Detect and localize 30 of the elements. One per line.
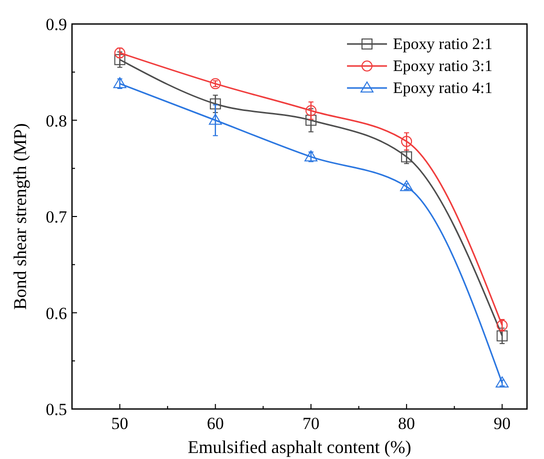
x-tick-label: 50 [111, 414, 128, 433]
point [496, 330, 508, 342]
legend-label: Epoxy ratio 2:1 [393, 36, 493, 53]
y-axis-title: Bond shear strength (MP) [10, 123, 30, 310]
x-tick-label: 80 [398, 414, 416, 433]
point [210, 98, 221, 110]
y-tick-label: 0.6 [46, 304, 67, 323]
legend-label: Epoxy ratio 3:1 [393, 58, 493, 75]
point [305, 105, 316, 116]
point [208, 114, 222, 125]
x-tick-label: 90 [494, 414, 511, 433]
y-tick-label: 0.5 [46, 400, 67, 419]
point [496, 376, 509, 388]
point [210, 78, 221, 90]
point [401, 136, 412, 147]
point [305, 114, 316, 126]
point [114, 47, 126, 58]
x-tick-label: 70 [302, 414, 320, 433]
legend-label: Epoxy ratio 4:1 [393, 80, 493, 97]
point [400, 180, 414, 192]
point [401, 151, 412, 162]
y-tick-label: 0.9 [46, 15, 67, 34]
y-tick-label: 0.8 [46, 111, 67, 130]
y-tick-label: 0.7 [46, 208, 68, 226]
point [496, 320, 508, 331]
x-tick-label: 60 [206, 414, 224, 433]
x-axis-title: Emulsified asphalt content (%) [188, 437, 412, 457]
point [114, 54, 126, 66]
point [113, 77, 126, 88]
point [304, 150, 318, 162]
